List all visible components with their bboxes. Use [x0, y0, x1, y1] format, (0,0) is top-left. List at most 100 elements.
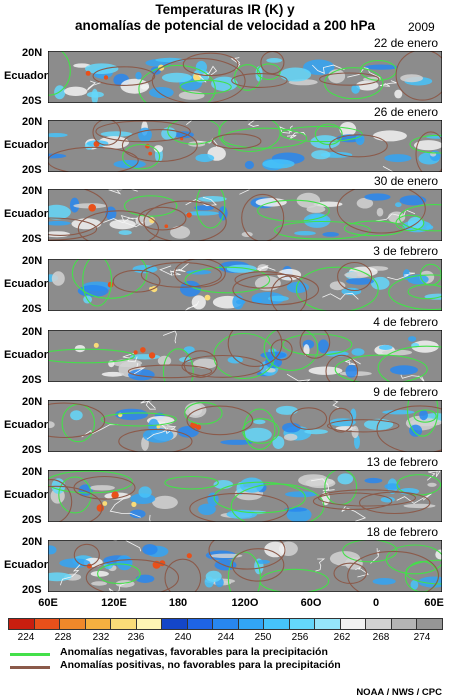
cloud-cell [284, 433, 298, 441]
cloud-cell [138, 486, 152, 498]
convective-core [164, 224, 169, 228]
lat-label-equator: Ecuador [4, 278, 49, 290]
cloud-cell [403, 503, 436, 509]
positive-anomaly-contour [151, 57, 246, 103]
colorbar-label: 256 [291, 632, 309, 643]
convective-core [85, 70, 91, 76]
cloud-cell [378, 345, 393, 350]
cloud-cell [384, 483, 401, 490]
cloud-cell [409, 424, 423, 437]
cloud-cell [120, 78, 150, 94]
positive-anomaly-contour [138, 206, 187, 231]
positive-anomaly-contour [164, 558, 202, 592]
lat-label-equator: Ecuador [4, 419, 49, 431]
negative-anomaly-contour [406, 400, 439, 437]
negative-anomaly-contour [385, 544, 442, 575]
positive-anomaly-contour [395, 51, 442, 101]
negative-anomaly-contour [273, 220, 371, 240]
legend-negative-swatch [10, 653, 50, 656]
cloud-cell [85, 63, 119, 74]
positive-anomaly-contour [112, 269, 161, 293]
cloud-cell [279, 67, 312, 82]
positive-anomaly-contour [140, 262, 222, 288]
cloud-cell [70, 410, 83, 421]
cloud-cell [128, 369, 155, 381]
positive-anomaly-contour [118, 428, 193, 452]
cloud-cell [339, 122, 357, 137]
cloud-cell [364, 477, 383, 484]
panel-date: 26 de enero [373, 105, 438, 119]
colorbar-swatch [339, 618, 367, 630]
negative-anomaly-contour [377, 345, 442, 382]
cloud-cell [48, 545, 57, 555]
colorbar-swatch [110, 618, 137, 630]
colorbar-label: 232 [92, 632, 110, 643]
lat-label-south: 20S [22, 514, 42, 526]
cloud-cell [142, 544, 158, 555]
lat-label-north: 20N [22, 185, 43, 197]
lat-label-south: 20S [22, 374, 42, 386]
cloud-cell [198, 503, 216, 515]
negative-anomaly-contour [58, 476, 92, 514]
convective-core [148, 352, 156, 359]
cloud-cell [296, 192, 321, 208]
cloud-cell [77, 285, 109, 297]
colorbar-swatch [84, 618, 112, 630]
credit: NOAA / NWS / CPC [356, 687, 442, 698]
map-panel [48, 51, 442, 103]
positive-anomaly-contour [92, 120, 121, 146]
colorbar-label: 268 [372, 632, 390, 643]
cloud-cell [303, 344, 310, 357]
map-panel [48, 540, 442, 592]
panel-date: 4 de febrero [373, 315, 438, 329]
cloud-cell [328, 69, 346, 84]
cloud-cell [351, 84, 360, 94]
lat-label-north: 20N [22, 536, 43, 548]
legend-positive-label: Anomalías positivas, no favorables para … [60, 659, 341, 671]
colorbar-swatch [161, 618, 188, 630]
convective-core [186, 212, 192, 218]
negative-anomaly-contour [419, 263, 442, 286]
lat-label-south: 20S [22, 303, 42, 315]
positive-anomaly-contour [48, 485, 103, 522]
positive-anomaly-contour [232, 273, 320, 306]
colorbar-swatch [365, 618, 392, 630]
positive-anomaly-contour [92, 66, 156, 86]
cloud-cell [356, 197, 374, 209]
map-title-line1: Temperaturas IR (K) y [155, 2, 295, 17]
positive-anomaly-contour [347, 550, 440, 592]
lat-label-south: 20S [22, 444, 42, 456]
lat-label-south: 20S [22, 95, 42, 107]
cloud-cell [91, 581, 107, 586]
cloud-cell [346, 277, 374, 285]
negative-anomaly-contour [256, 63, 281, 81]
cloud-cell [322, 232, 340, 237]
negative-anomaly-contour [184, 402, 223, 425]
negative-anomaly-contour [100, 412, 177, 427]
positive-anomaly-contour [299, 330, 331, 359]
negative-anomaly-contour [123, 195, 178, 217]
lat-label-north: 20N [22, 116, 43, 128]
colorbar-swatch [8, 618, 35, 630]
negative-anomaly-contour [280, 125, 363, 143]
cloud-cell [304, 429, 328, 435]
colorbar-label: 244 [217, 632, 235, 643]
cloud-cell [135, 574, 155, 583]
positive-anomaly-contour [241, 193, 285, 241]
lon-label: 60E [38, 597, 58, 609]
cloud-cell [394, 89, 403, 99]
lat-label-south: 20S [22, 164, 42, 176]
convective-core [93, 342, 99, 348]
cloud-cell [73, 63, 91, 68]
lon-label: 120O [231, 597, 259, 609]
cloud-cell [313, 201, 343, 207]
panel-date: 3 de febrero [373, 244, 438, 258]
negative-anomaly-contour [314, 123, 343, 146]
negative-anomaly-contour [184, 266, 271, 294]
negative-anomaly-contour [334, 354, 428, 382]
cloud-cell [400, 74, 423, 83]
coastline [86, 57, 397, 91]
cloud-cell [115, 408, 148, 421]
cloud-cell [272, 436, 285, 449]
cloud-cell [179, 356, 193, 363]
